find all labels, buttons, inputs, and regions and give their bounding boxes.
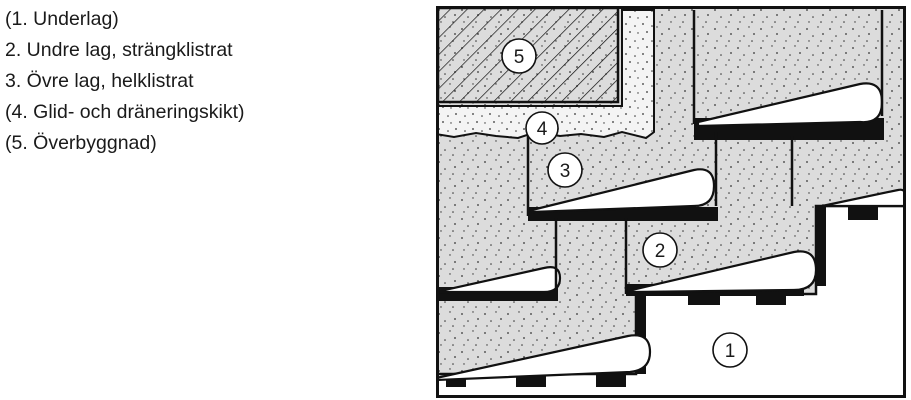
legend-item-undre-lag: 2. Undre lag, strängklistrat [5, 39, 233, 61]
callout-2: 2 [642, 232, 678, 268]
callout-1-label: 1 [725, 341, 736, 362]
callout-2-label: 2 [655, 241, 666, 262]
diagram-frame [436, 6, 906, 398]
callout-5-label: 5 [514, 47, 525, 68]
callout-3-label: 3 [560, 161, 571, 182]
legend-item-underlag: (1. Underlag) [5, 8, 119, 30]
legend-item-glid-dranering: (4. Glid- och dräneringskikt) [5, 101, 245, 123]
legend-item-ovre-lag: 3. Övre lag, helklistrat [5, 70, 194, 92]
callout-4-label: 4 [537, 119, 548, 140]
membrane-overlaps [438, 82, 904, 382]
callout-4: 4 [525, 111, 559, 145]
legend-item-overbyggnad: (5. Överbyggnad) [5, 132, 157, 154]
layer-edges [526, 10, 884, 294]
membrane-cross-section-diagram: 5 4 3 2 1 [436, 6, 906, 398]
drainage-layer [438, 9, 655, 140]
callout-1: 1 [712, 332, 748, 368]
callout-3: 3 [547, 152, 583, 188]
callout-5: 5 [501, 38, 537, 74]
legend: (1. Underlag) 2. Undre lag, strängklistr… [5, 4, 245, 159]
